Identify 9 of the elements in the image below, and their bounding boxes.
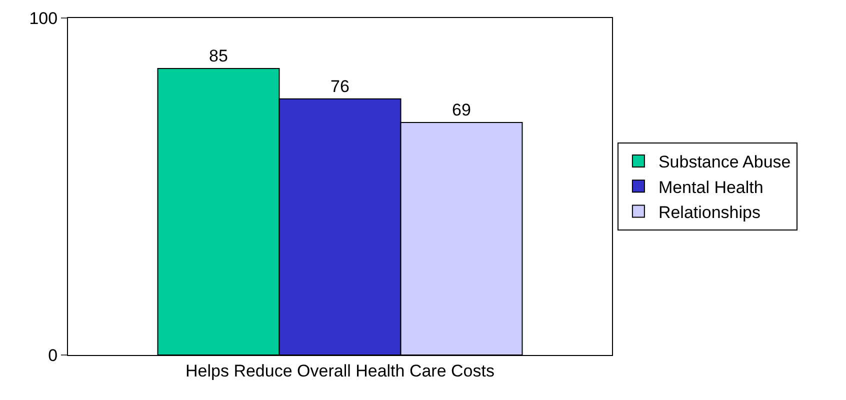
x-tick-label: Helps Reduce Overall Health Care Costs [186, 361, 494, 380]
data-label: 69 [452, 100, 471, 120]
legend-label: Substance Abuse [658, 152, 791, 172]
data-label: 85 [209, 46, 228, 66]
y-tick-label: 0 [48, 346, 58, 365]
legend-label: Relationships [658, 202, 761, 222]
legend-label: Mental Health [658, 178, 764, 197]
y-tick-label: 100 [29, 8, 58, 28]
data-label: 76 [330, 76, 350, 96]
